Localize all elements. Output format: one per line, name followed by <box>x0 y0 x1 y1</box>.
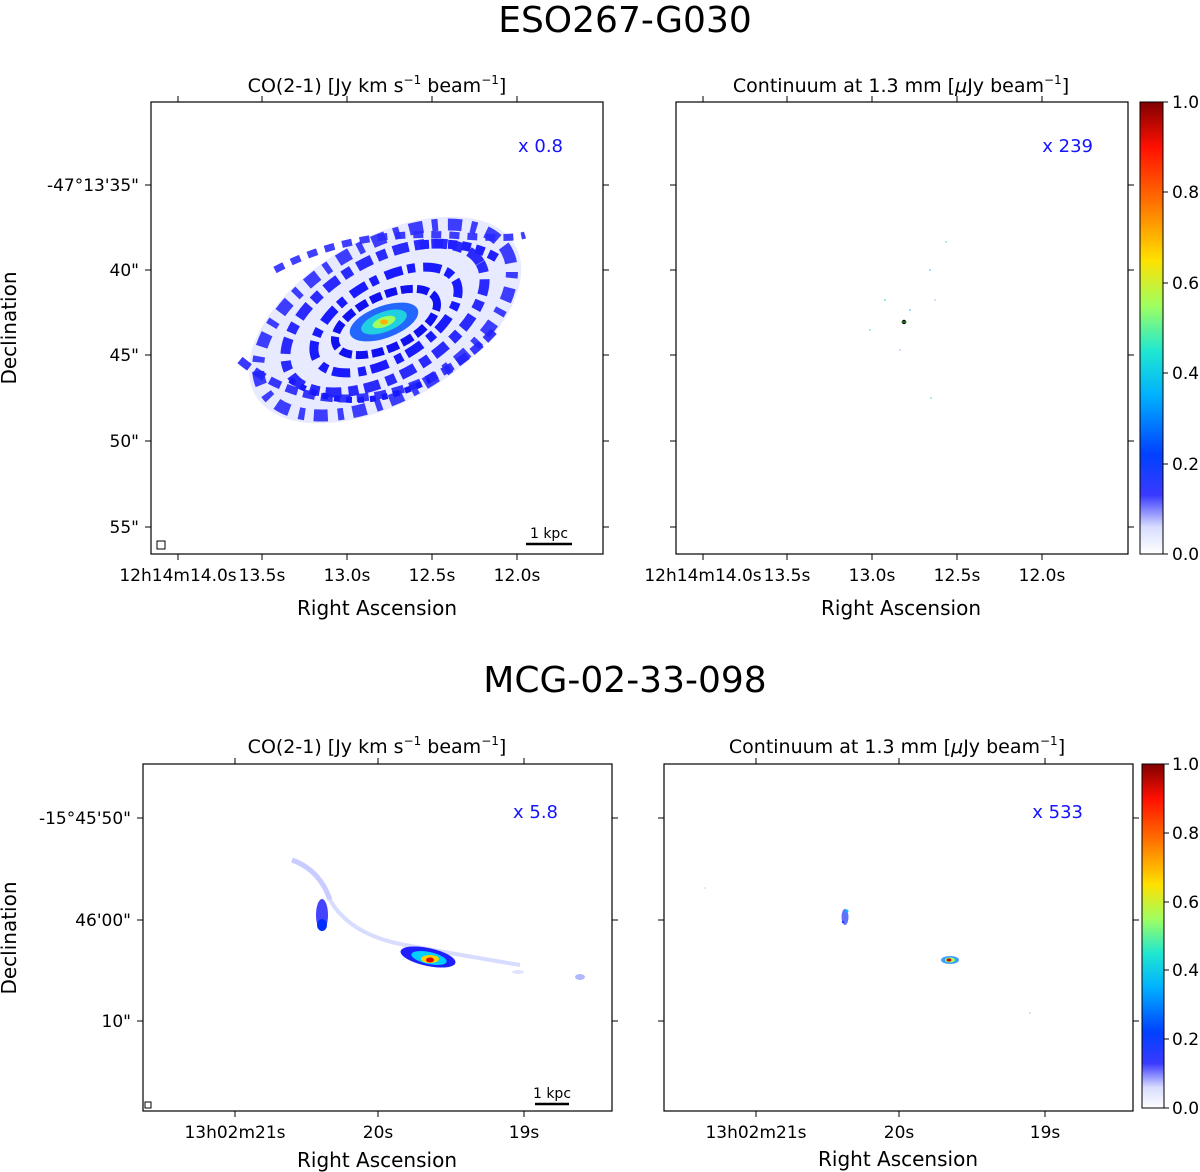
scale-factor-cont-bottom: x 533 <box>1032 802 1083 823</box>
colorbar-tick-label: 0.6 <box>1172 274 1199 294</box>
ylabel-bottom: Declination <box>0 881 21 994</box>
colorbar-tick-label: 0.8 <box>1172 183 1199 203</box>
scale-factor-co-bottom: x 5.8 <box>513 802 558 823</box>
ytick-label: 46'00" <box>75 911 131 931</box>
colorbar-tick-label: 0.8 <box>1172 824 1199 844</box>
xlabel-cont-top: Right Ascension <box>821 596 981 620</box>
xtick-label: 12h14m14.0s <box>644 566 761 586</box>
xtick-label: 20s <box>363 1123 394 1143</box>
continuum-title-top: Continuum at 1.3 mm [μJy beam−1] <box>733 73 1069 97</box>
xtick-label: 19s <box>1030 1123 1061 1143</box>
scalebar-label-bottom: 1 kpc <box>533 1086 571 1102</box>
ylabel-top: Declination <box>0 271 21 384</box>
colorbar-tick-label: 0.2 <box>1172 1030 1199 1050</box>
beam-co-bottom <box>144 1101 152 1109</box>
galaxy-title-top: ESO267-G030 <box>498 0 752 41</box>
xtick-label: 13.5s <box>239 566 286 586</box>
continuum-title-bottom: Continuum at 1.3 mm [μJy beam−1] <box>729 734 1065 758</box>
colorbar-tick-label: 1.0 <box>1172 755 1199 775</box>
xlabel-co-bottom: Right Ascension <box>297 1148 457 1172</box>
ytick-label: 10" <box>102 1012 131 1032</box>
colorbar-tick-label: 1.0 <box>1172 93 1199 113</box>
xtick-label: 12.5s <box>934 566 981 586</box>
colorbar-tick-label: 0.4 <box>1172 961 1199 981</box>
co-emission-bottom <box>291 857 585 980</box>
galaxy-title-bottom: MCG-02-33-098 <box>483 660 766 701</box>
xtick-label: 13.0s <box>324 566 371 586</box>
co-ticks-bottom <box>137 758 618 1117</box>
colorbar-tick-label: 0.6 <box>1172 893 1199 913</box>
xtick-label: 13.5s <box>764 566 811 586</box>
xtick-label: 20s <box>884 1123 915 1143</box>
colorbar-ticks-bottom <box>1164 763 1169 1109</box>
ytick-label: 55" <box>110 518 139 538</box>
ytick-label: 40" <box>110 261 139 281</box>
xtick-label: 19s <box>509 1123 540 1143</box>
ytick-label: -15°45'50" <box>39 809 131 829</box>
colorbar-tick-label: 0.0 <box>1172 545 1199 565</box>
xtick-label: 13.0s <box>849 566 896 586</box>
ytick-label: 50" <box>110 432 139 452</box>
continuum-ticks-bottom <box>658 758 1139 1117</box>
xtick-label: 12.0s <box>1019 566 1066 586</box>
xlabel-cont-bottom: Right Ascension <box>818 1147 978 1171</box>
continuum-ticks-top <box>670 96 1134 560</box>
co-title-top: CO(2-1) [Jy km s−1 beam−1] <box>248 73 507 97</box>
scale-factor-cont-top: x 239 <box>1042 136 1093 157</box>
beam-co-top <box>156 540 166 550</box>
xlabel-co-top: Right Ascension <box>297 596 457 620</box>
xtick-label: 12.0s <box>494 566 541 586</box>
scalebar-label-top: 1 kpc <box>530 526 568 542</box>
colorbar-ticks-top <box>1163 101 1168 555</box>
continuum-emission-top <box>869 241 947 399</box>
ytick-label: 45" <box>110 346 139 366</box>
co-title-bottom: CO(2-1) [Jy km s−1 beam−1] <box>248 734 507 758</box>
xtick-label: 12.5s <box>409 566 456 586</box>
colorbar-top <box>1139 101 1164 555</box>
xtick-label: 13h02m21s <box>705 1123 806 1143</box>
xtick-label: 12h14m14.0s <box>119 566 236 586</box>
colorbar-tick-label: 0.2 <box>1172 455 1199 475</box>
co-ticks-top <box>145 96 609 560</box>
xtick-label: 13h02m21s <box>184 1123 285 1143</box>
co-emission-top <box>237 216 527 424</box>
colorbar-bottom <box>1141 763 1165 1109</box>
ytick-label: -47°13'35" <box>47 176 139 196</box>
continuum-emission-bottom <box>704 887 1031 1014</box>
colorbar-tick-label: 0.0 <box>1172 1099 1199 1119</box>
colorbar-tick-label: 0.4 <box>1172 364 1199 384</box>
continuum-panel-top <box>675 101 1129 555</box>
scale-factor-co-top: x 0.8 <box>518 136 563 157</box>
